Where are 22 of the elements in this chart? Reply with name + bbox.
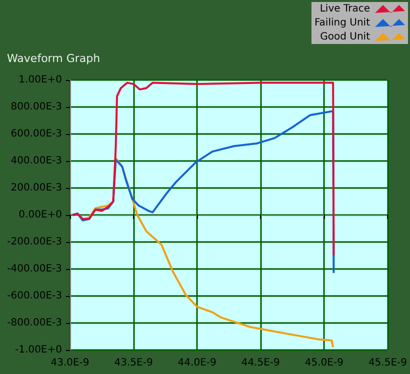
y-tick-label: -200.00E-3 (7, 236, 62, 248)
y-tick-label: 800.00E-3 (10, 102, 62, 112)
legend-label: Good Unit (320, 32, 370, 42)
x-tick-label: 43.5E-9 (114, 358, 153, 368)
legend-label: Live Trace (320, 4, 370, 14)
y-tick-label: -400.00E-3 (7, 264, 62, 274)
legend-label: Failing Unit (314, 18, 370, 28)
y-tick-label: 1.00E+0 (18, 74, 62, 86)
chart-title: Waveform Graph (7, 52, 100, 65)
x-tick-label: 45.5E-9 (368, 358, 408, 368)
y-tick-label: -800.00E-3 (7, 318, 62, 328)
y-tick-label: -600.00E-3 (7, 290, 62, 302)
y-tick-label: 200.00E-3 (10, 182, 62, 194)
x-tick-label: 44.5E-9 (241, 358, 280, 368)
x-tick-label: 44.0E-9 (178, 358, 216, 368)
y-tick-label: 0.00E+0 (18, 210, 62, 220)
x-tick-label: 43.0E-9 (50, 358, 90, 368)
y-tick-label: 600.00E-3 (10, 128, 62, 140)
x-tick-label: 45.0E-9 (304, 358, 344, 368)
y-tick-label: 400.00E-3 (10, 156, 62, 166)
line-series (72, 82, 335, 256)
y-tick-label: -1.00E+0 (15, 344, 62, 356)
